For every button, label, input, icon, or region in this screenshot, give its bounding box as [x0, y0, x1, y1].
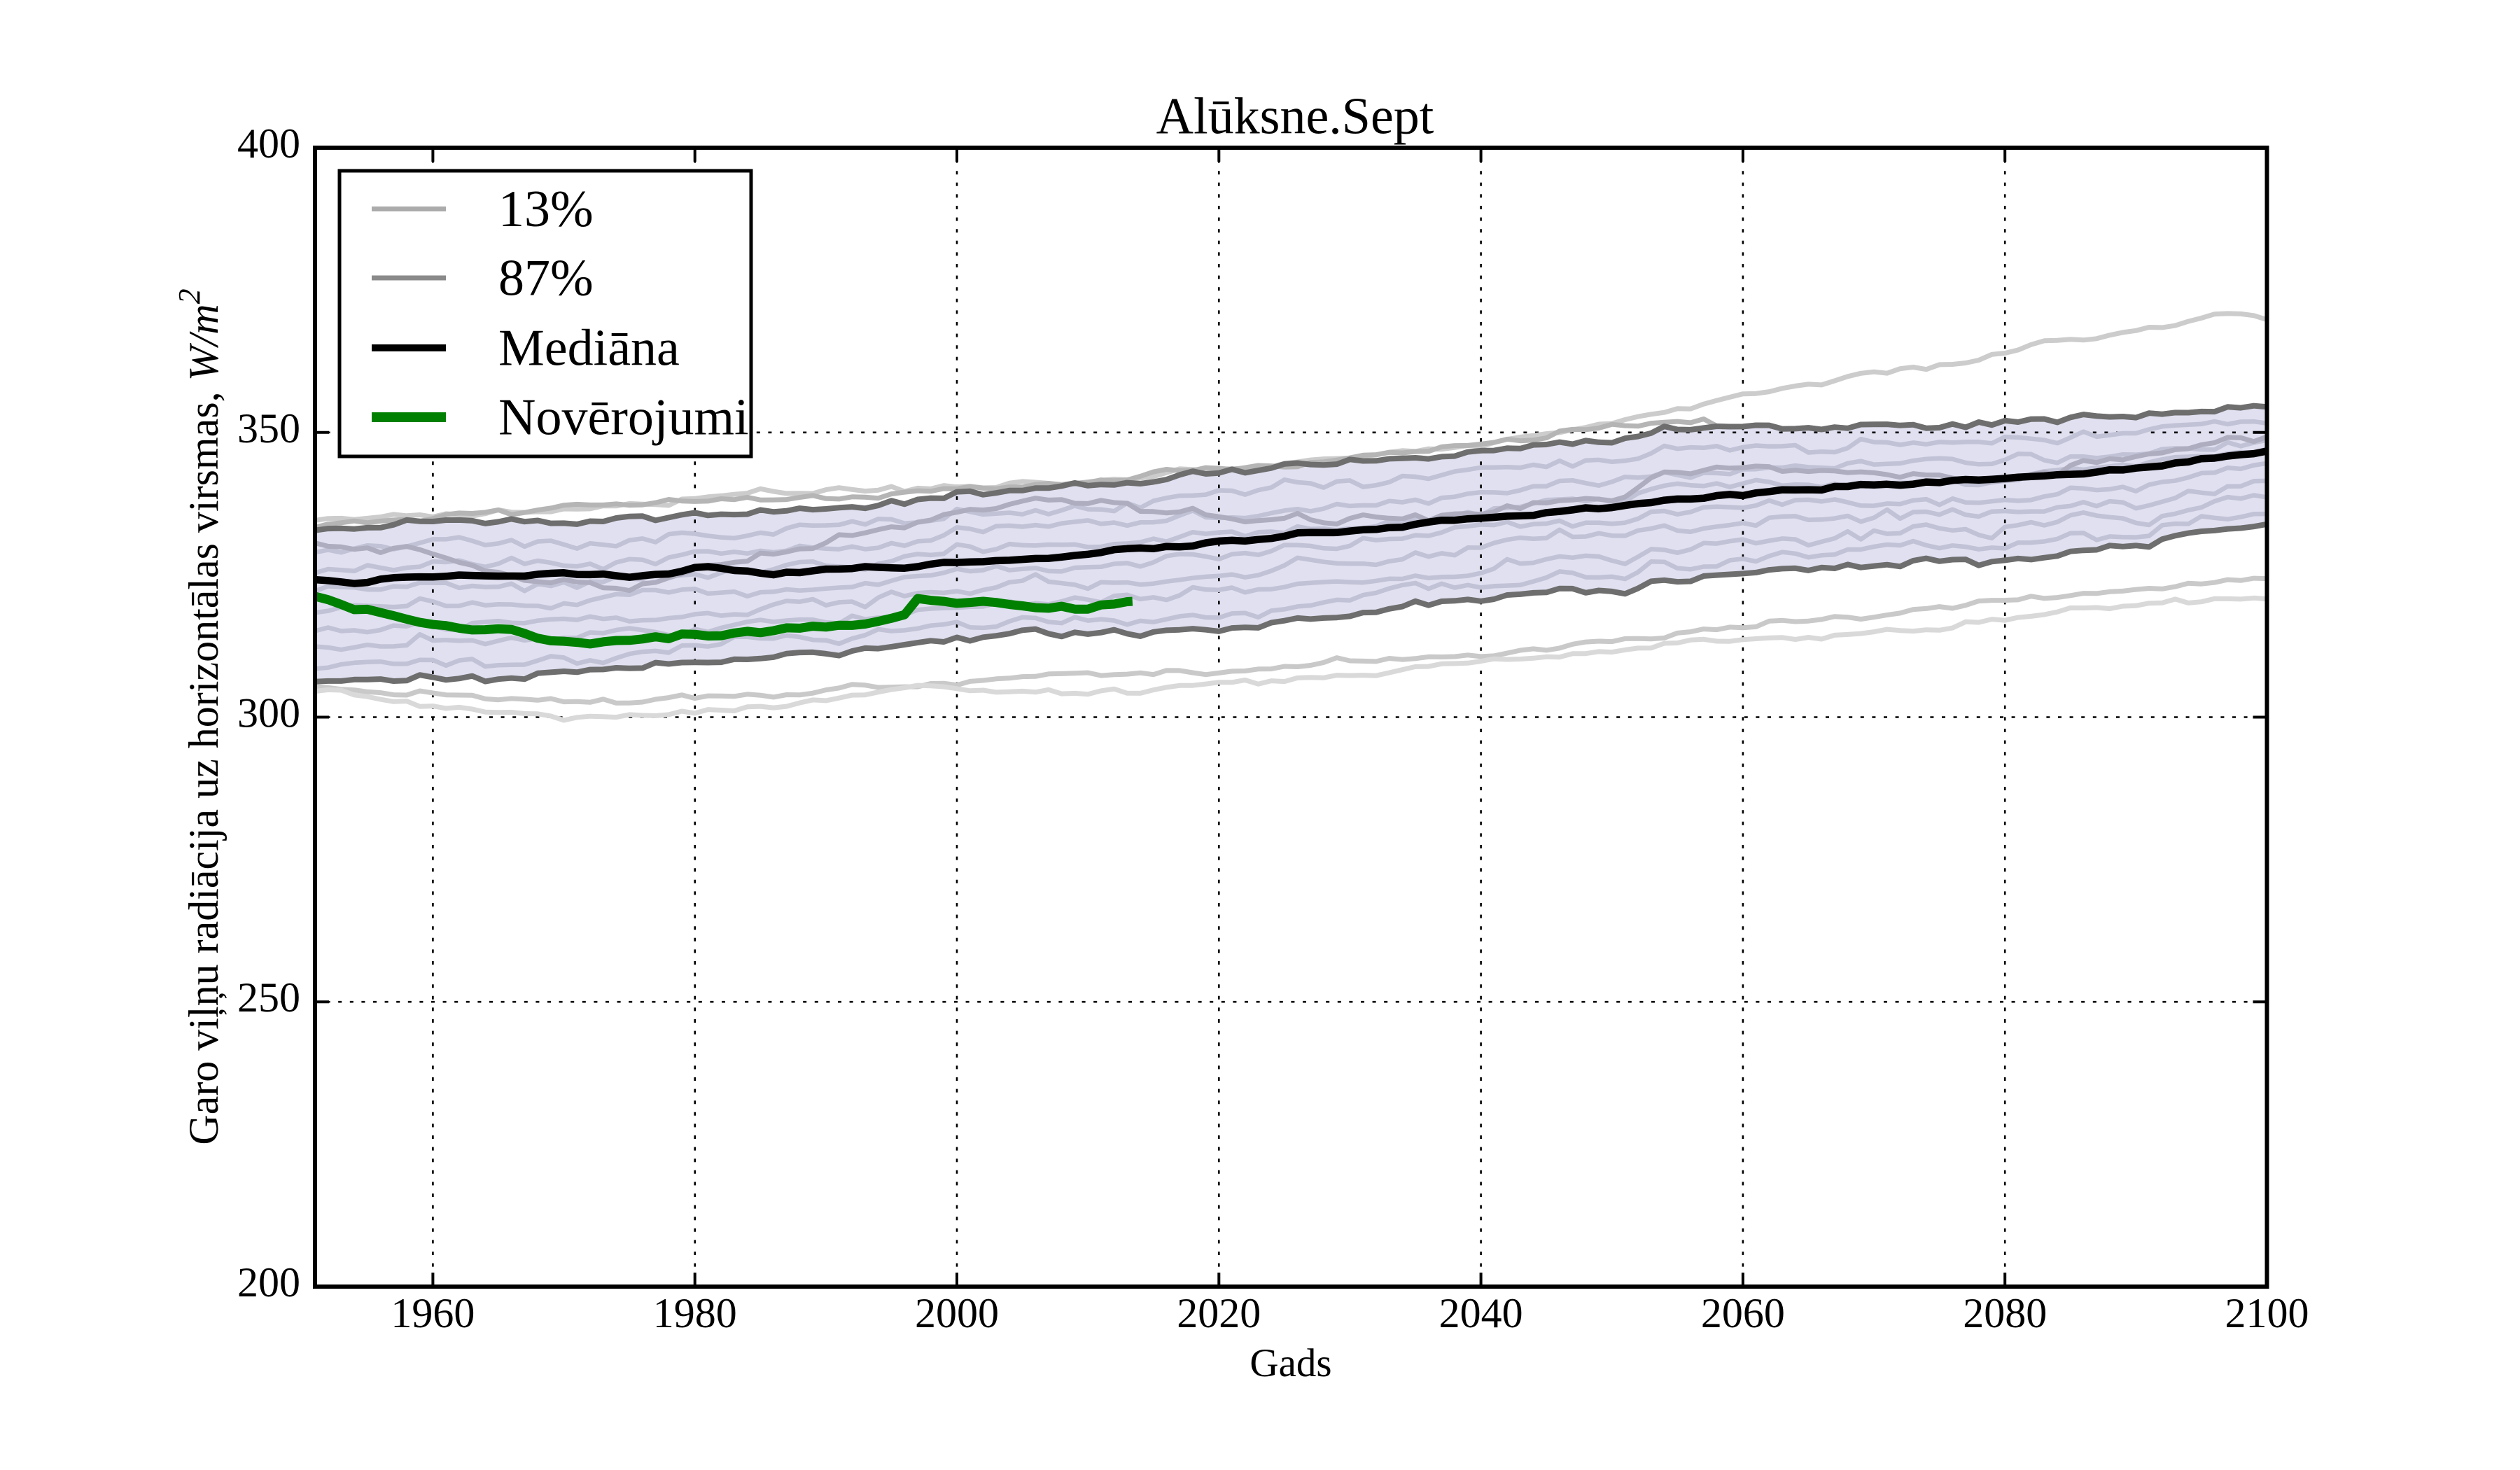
- svg-text:300: 300: [237, 690, 300, 736]
- svg-text:Mediāna: Mediāna: [498, 320, 680, 377]
- svg-text:Alūksne.Sept: Alūksne.Sept: [1156, 88, 1434, 146]
- svg-text:2020: 2020: [1177, 1290, 1261, 1336]
- svg-text:250: 250: [237, 974, 300, 1021]
- svg-text:Garo viļņu radiācija uz horizo: Garo viļņu radiācija uz horizontālas vir…: [172, 288, 227, 1144]
- svg-text:350: 350: [237, 405, 300, 451]
- svg-text:200: 200: [237, 1259, 300, 1306]
- svg-text:1980: 1980: [653, 1290, 737, 1336]
- svg-text:2080: 2080: [1963, 1290, 2047, 1336]
- svg-text:2040: 2040: [1439, 1290, 1523, 1336]
- svg-text:2000: 2000: [915, 1290, 999, 1336]
- svg-text:13%: 13%: [498, 181, 594, 238]
- svg-text:1960: 1960: [391, 1290, 475, 1336]
- svg-text:2060: 2060: [1701, 1290, 1785, 1336]
- svg-text:400: 400: [237, 120, 300, 167]
- svg-text:2100: 2100: [2225, 1290, 2309, 1336]
- svg-text:87%: 87%: [498, 250, 594, 307]
- svg-text:Novērojumi: Novērojumi: [498, 389, 749, 447]
- svg-text:Gads: Gads: [1250, 1341, 1331, 1385]
